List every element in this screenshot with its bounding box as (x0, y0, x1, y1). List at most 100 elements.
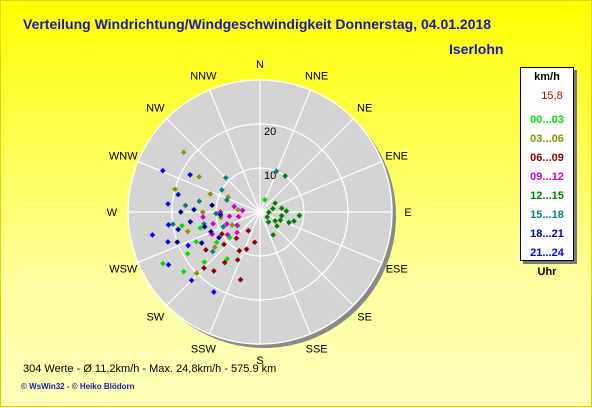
wind-point (239, 207, 246, 214)
ring-label: 10 (264, 170, 276, 182)
direction-label-w: W (107, 207, 118, 219)
direction-label-ssw: SSW (191, 344, 217, 356)
rose-spoke (208, 89, 261, 213)
ring-label: 20 (264, 126, 276, 138)
direction-label-nw: NW (146, 102, 165, 114)
legend-item-00-03: 00...03 (530, 114, 564, 126)
wind-point (187, 171, 193, 178)
wind-point (196, 173, 202, 180)
wind-point (265, 209, 272, 216)
wind-point (165, 201, 171, 207)
wind-point (211, 268, 217, 274)
wind-point (229, 222, 235, 228)
wind-point (237, 276, 244, 283)
wind-point (231, 203, 238, 210)
wind-point (264, 214, 271, 220)
wind-points (149, 149, 303, 295)
wind-point (193, 270, 200, 276)
wind-point (219, 187, 225, 193)
rose-spoke (259, 118, 354, 213)
wind-point (182, 202, 189, 209)
wind-point (177, 209, 184, 215)
wind-point (201, 259, 208, 265)
wind-point (286, 219, 292, 226)
wind-point (220, 223, 227, 230)
wind-point (217, 211, 224, 218)
legend-max: 15,8 (541, 90, 563, 102)
wind-point (203, 247, 209, 253)
wind-point (179, 222, 185, 229)
wind-point (201, 265, 207, 271)
direction-label-s: S (256, 355, 263, 367)
wind-point (221, 259, 228, 266)
wind-point (210, 220, 216, 227)
direction-label-sw: SW (146, 312, 164, 324)
wind-point (185, 242, 192, 249)
wind-point (283, 208, 290, 214)
wind-point (180, 149, 187, 156)
wind-point (184, 228, 191, 235)
wind-point (270, 232, 277, 238)
wind-rose-grid: 10 20 N NNE NE ENE E ESE SE SSE S SSW SW WSW W WNW NW NNW (107, 59, 412, 367)
legend-item-21-24: 21...24 (530, 247, 564, 259)
wind-point (213, 239, 220, 246)
wind-point (170, 221, 176, 228)
wind-point (224, 221, 230, 227)
legend-item-09-12: 09...12 (530, 171, 564, 183)
direction-label-ne: NE (357, 102, 372, 114)
wind-point (296, 212, 303, 219)
chart-title: Verteilung Windrichtung/Windgeschwindigk… (23, 16, 492, 32)
wind-point (193, 238, 200, 245)
rose-spoke (259, 89, 312, 213)
legend-footer: Uhr (537, 266, 557, 278)
wind-point (165, 261, 172, 268)
wind-point (274, 223, 280, 229)
wind-point (187, 218, 194, 225)
wind-point (251, 239, 258, 246)
wind-point (235, 213, 242, 220)
rose-spoke (259, 211, 312, 335)
legend-item-12-15: 12...15 (530, 190, 564, 202)
wind-point (265, 219, 272, 225)
direction-label-ese: ESE (386, 264, 408, 276)
wind-point (234, 257, 241, 263)
wind-point (213, 210, 219, 217)
wind-point (224, 256, 231, 262)
wind-point (272, 200, 279, 207)
wind-point (273, 168, 280, 175)
wind-point (159, 167, 166, 174)
wind-point (184, 250, 191, 257)
wind-point (236, 247, 243, 254)
wind-point (234, 222, 240, 229)
legend-item-06-09: 06...09 (530, 152, 564, 164)
wind-point (224, 197, 230, 203)
location-label: Iserlohn (449, 41, 504, 57)
direction-label-se: SE (357, 312, 372, 324)
direction-label-nnw: NNW (190, 70, 217, 82)
wind-point (175, 191, 182, 198)
wind-point (269, 205, 276, 212)
wind-point (207, 191, 214, 197)
direction-label-wsw: WSW (109, 264, 138, 276)
wind-point (291, 218, 297, 224)
wind-point (222, 174, 229, 181)
wind-point (172, 186, 178, 193)
wind-point (165, 239, 171, 245)
wind-point (210, 289, 217, 295)
wind-point (277, 217, 284, 224)
rose-spoke (166, 118, 261, 213)
rose-spoke (166, 211, 261, 306)
wind-point (191, 206, 197, 213)
legend-item-15-18: 15...18 (530, 209, 564, 221)
direction-label-ene: ENE (385, 150, 408, 162)
wind-point (262, 196, 268, 203)
rose-spoke (208, 211, 261, 335)
wind-point (180, 268, 187, 275)
wind-point (282, 173, 289, 179)
wind-point (226, 213, 233, 220)
wind-point (149, 232, 156, 238)
direction-label-n: N (256, 59, 264, 71)
legend-unit: km/h (534, 71, 560, 83)
legend-item-03-06: 03...06 (530, 133, 564, 145)
